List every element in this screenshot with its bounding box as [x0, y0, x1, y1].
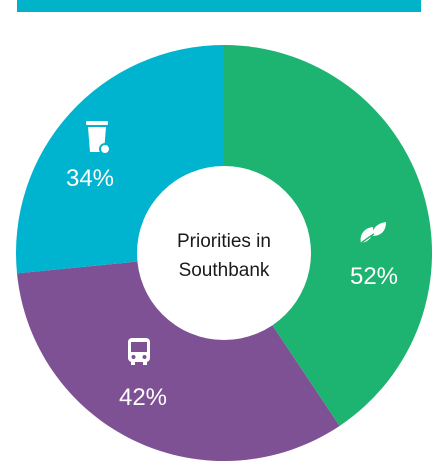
slice-label-1: 52%: [350, 263, 398, 290]
top-accent-bar: [17, 0, 421, 12]
slice-label-2: 42%: [119, 384, 167, 411]
slice-label-3: 34%: [66, 165, 114, 192]
leaf-icon: [359, 222, 386, 245]
center-label-line-2: Southbank: [179, 260, 270, 281]
center-label-line-1: Priorities in: [177, 231, 271, 252]
bus-icon: [128, 338, 150, 365]
slices-group: [15, 45, 433, 461]
trash-bin-icon: [86, 121, 111, 155]
pie-slice-1: [224, 45, 433, 426]
pie-slice-2: [17, 253, 340, 461]
donut-center: [137, 166, 311, 340]
